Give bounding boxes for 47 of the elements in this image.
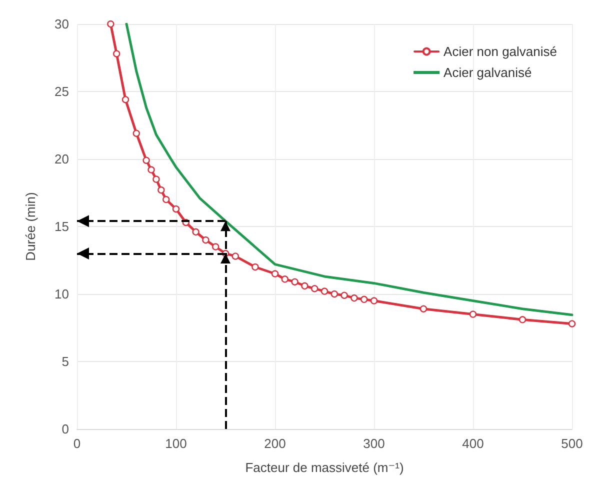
legend-label: Acier galvanisé	[444, 65, 532, 80]
point	[212, 243, 220, 250]
point	[252, 263, 259, 271]
point	[232, 252, 239, 260]
point	[142, 156, 150, 164]
point	[281, 276, 288, 283]
point	[311, 285, 318, 292]
point	[330, 290, 338, 298]
point	[113, 50, 120, 58]
point	[291, 278, 298, 286]
point	[202, 236, 210, 244]
y-tick-label: 0	[62, 422, 69, 436]
point	[271, 270, 279, 278]
point	[107, 20, 114, 28]
point	[148, 166, 155, 174]
point	[360, 296, 368, 303]
point	[132, 130, 140, 137]
legend-label: Acier non galvanisé	[444, 44, 558, 59]
point	[172, 205, 180, 213]
y-tick-label: 25	[54, 84, 69, 99]
point	[568, 320, 576, 328]
point	[320, 288, 328, 295]
y-axis-title: Durée (min)	[23, 192, 38, 261]
y-tick-label: 10	[54, 286, 69, 302]
point	[152, 176, 160, 183]
y-tick-label: 30	[54, 16, 69, 32]
x-tick-label: 0	[73, 436, 81, 451]
point	[301, 282, 308, 290]
point	[420, 305, 428, 312]
x-axis-title: Facteur de massiveté (m⁻¹)	[245, 460, 404, 475]
point	[192, 228, 200, 236]
point	[370, 297, 378, 304]
y-tick-label: 20	[54, 152, 69, 166]
point	[158, 186, 165, 194]
point	[340, 292, 348, 299]
point	[122, 96, 130, 104]
point	[469, 310, 477, 318]
x-tick-label: 300	[363, 436, 385, 451]
x-tick-label: 500	[561, 436, 583, 451]
x-tick-label: 200	[264, 436, 286, 451]
point	[162, 196, 170, 204]
y-tick-label: 5	[62, 354, 69, 369]
y-tick-label: 15	[54, 219, 69, 234]
x-tick-label: 100	[165, 436, 187, 451]
point	[350, 294, 358, 302]
point	[518, 316, 526, 324]
x-tick-label: 400	[462, 436, 484, 451]
